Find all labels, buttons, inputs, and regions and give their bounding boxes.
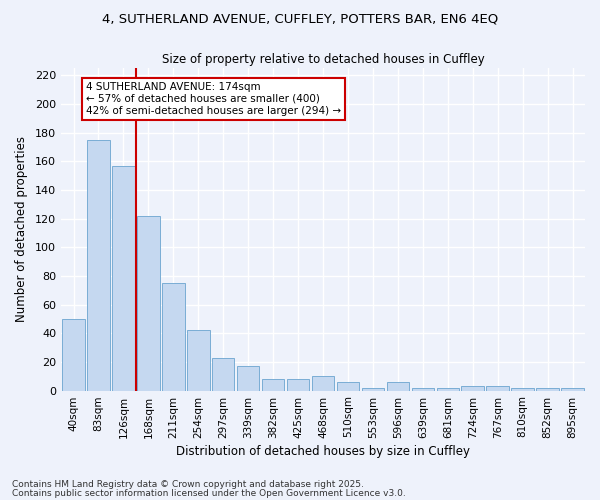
Bar	[461, 386, 484, 390]
Bar	[487, 386, 509, 390]
Bar	[412, 388, 434, 390]
Bar	[337, 382, 359, 390]
Bar	[561, 388, 584, 390]
Bar	[137, 216, 160, 390]
Text: 4, SUTHERLAND AVENUE, CUFFLEY, POTTERS BAR, EN6 4EQ: 4, SUTHERLAND AVENUE, CUFFLEY, POTTERS B…	[102, 12, 498, 26]
Bar	[511, 388, 534, 390]
Bar	[536, 388, 559, 390]
Title: Size of property relative to detached houses in Cuffley: Size of property relative to detached ho…	[161, 52, 484, 66]
Bar	[287, 379, 310, 390]
Bar	[112, 166, 134, 390]
Bar	[62, 319, 85, 390]
Bar	[362, 388, 384, 390]
X-axis label: Distribution of detached houses by size in Cuffley: Distribution of detached houses by size …	[176, 444, 470, 458]
Bar	[162, 283, 185, 391]
Text: Contains HM Land Registry data © Crown copyright and database right 2025.: Contains HM Land Registry data © Crown c…	[12, 480, 364, 489]
Bar	[237, 366, 259, 390]
Text: 4 SUTHERLAND AVENUE: 174sqm
← 57% of detached houses are smaller (400)
42% of se: 4 SUTHERLAND AVENUE: 174sqm ← 57% of det…	[86, 82, 341, 116]
Bar	[187, 330, 209, 390]
Bar	[437, 388, 459, 390]
Bar	[386, 382, 409, 390]
Bar	[312, 376, 334, 390]
Y-axis label: Number of detached properties: Number of detached properties	[15, 136, 28, 322]
Bar	[87, 140, 110, 390]
Text: Contains public sector information licensed under the Open Government Licence v3: Contains public sector information licen…	[12, 489, 406, 498]
Bar	[262, 379, 284, 390]
Bar	[212, 358, 235, 390]
